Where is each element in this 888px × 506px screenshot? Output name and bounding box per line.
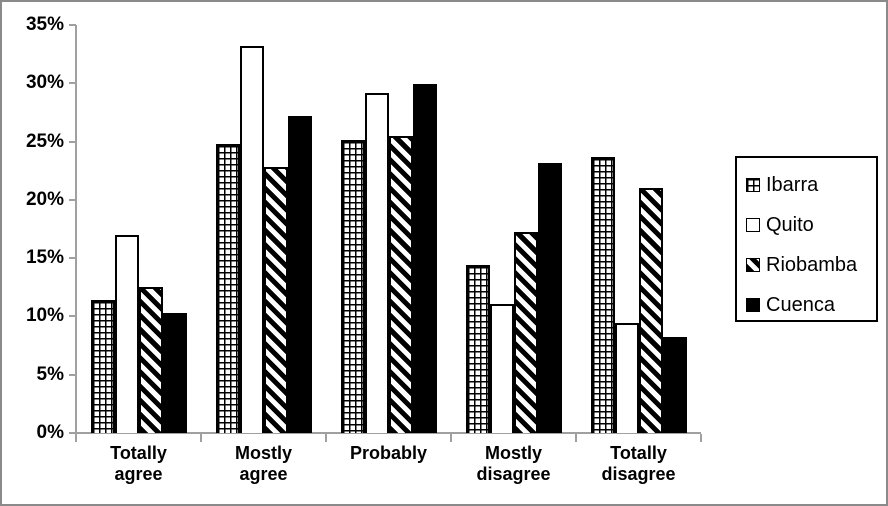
bar-riobamba-1 bbox=[139, 287, 163, 433]
x-category-label: Totally disagree bbox=[601, 443, 676, 484]
legend-label: Ibarra bbox=[766, 173, 819, 196]
x-category-label: Totally agree bbox=[110, 443, 167, 484]
bar-ibarra-3 bbox=[341, 140, 365, 433]
legend-item-riobamba: Riobamba bbox=[746, 245, 876, 285]
bar-ibarra-2 bbox=[216, 144, 240, 433]
x-tick-mark bbox=[450, 434, 452, 442]
y-tick-mark bbox=[69, 373, 76, 376]
x-tick-mark bbox=[575, 434, 577, 442]
legend-item-ibarra: Ibarra bbox=[746, 165, 876, 205]
bar-riobamba-2 bbox=[264, 167, 288, 433]
bar-riobamba-3 bbox=[389, 136, 413, 433]
y-tick-mark bbox=[69, 432, 76, 434]
y-tick-mark bbox=[69, 140, 76, 143]
bar-quito-1 bbox=[115, 235, 139, 433]
y-tick-label: 0% bbox=[36, 422, 64, 443]
y-tick-label: 15% bbox=[25, 247, 64, 269]
y-tick-label: 20% bbox=[25, 188, 64, 210]
y-tick-label: 10% bbox=[25, 305, 64, 327]
legend-swatch-diagonal-stripe-icon bbox=[746, 258, 760, 272]
bar-cuenca-4 bbox=[538, 163, 562, 433]
bar-quito-4 bbox=[490, 304, 514, 433]
x-category-label: Mostly disagree bbox=[476, 443, 551, 484]
y-tick-mark bbox=[69, 198, 76, 201]
y-tick-label: 5% bbox=[36, 363, 64, 385]
legend-label: Riobamba bbox=[766, 253, 858, 276]
legend-label: Quito bbox=[766, 213, 814, 236]
x-category-label: Mostly agree bbox=[234, 443, 292, 484]
bar-cuenca-1 bbox=[163, 313, 187, 433]
bar-quito-3 bbox=[365, 93, 389, 433]
legend: Ibarra Quito Riobamba Cuenca bbox=[735, 156, 878, 322]
legend-swatch-solid-black-icon bbox=[746, 298, 760, 312]
bar-quito-2 bbox=[240, 46, 264, 433]
bar-cuenca-3 bbox=[413, 84, 437, 433]
bar-ibarra-5 bbox=[591, 157, 615, 433]
legend-item-quito: Quito bbox=[746, 205, 876, 245]
x-tick-mark bbox=[75, 434, 77, 442]
x-tick-mark bbox=[325, 434, 327, 442]
y-tick-mark bbox=[69, 315, 76, 318]
y-tick-mark bbox=[69, 82, 76, 85]
y-tick-mark bbox=[69, 24, 76, 26]
x-tick-mark bbox=[700, 434, 702, 442]
x-axis-line bbox=[75, 432, 701, 434]
legend-label: Cuenca bbox=[766, 293, 835, 316]
y-tick-label: 35% bbox=[25, 14, 64, 35]
bar-cuenca-5 bbox=[663, 337, 687, 433]
y-tick-mark bbox=[69, 257, 76, 260]
bar-cuenca-2 bbox=[288, 116, 312, 433]
bar-riobamba-5 bbox=[639, 188, 663, 433]
x-tick-mark bbox=[200, 434, 202, 442]
y-axis-line bbox=[75, 25, 77, 434]
bar-riobamba-4 bbox=[514, 232, 538, 433]
legend-item-cuenca: Cuenca bbox=[746, 285, 876, 325]
legend-swatch-grid-icon bbox=[746, 178, 760, 192]
y-tick-label: 25% bbox=[25, 130, 64, 152]
y-tick-label: 30% bbox=[25, 72, 64, 94]
bar-ibarra-1 bbox=[91, 300, 115, 433]
bar-quito-5 bbox=[615, 323, 639, 433]
bar-ibarra-4 bbox=[466, 265, 490, 433]
legend-swatch-solid-white-icon bbox=[746, 218, 760, 232]
x-category-label: Probably bbox=[349, 443, 428, 463]
